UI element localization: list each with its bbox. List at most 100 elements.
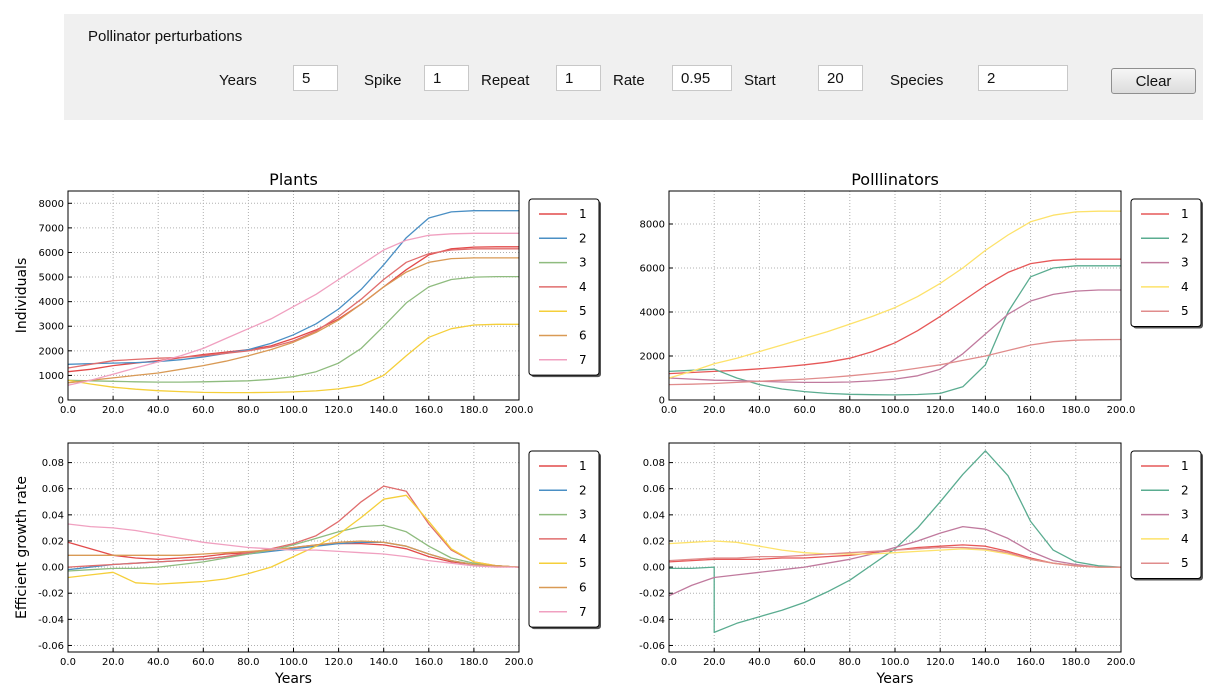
x-tick-label: 20.0 bbox=[703, 405, 725, 416]
x-tick-label: 160.0 bbox=[414, 405, 443, 416]
species-input[interactable] bbox=[978, 65, 1068, 91]
repeat-label: Repeat bbox=[481, 72, 530, 89]
series-line-3 bbox=[67, 524, 520, 572]
y-tick-label: 4000 bbox=[640, 308, 665, 319]
years-input[interactable] bbox=[293, 65, 338, 91]
legend-label: 5 bbox=[579, 556, 587, 570]
y-tick-label: 0.04 bbox=[643, 510, 665, 521]
y-tick-label: 0.06 bbox=[42, 484, 64, 495]
x-tick-label: 60.0 bbox=[192, 405, 214, 416]
series-line-1 bbox=[668, 258, 1121, 375]
legend-label: 1 bbox=[1181, 459, 1189, 473]
legend-label: 4 bbox=[1181, 532, 1189, 546]
x-tick-label: 0.0 bbox=[661, 405, 677, 416]
series-line-7 bbox=[67, 523, 519, 568]
y-axis-label: Individuals bbox=[14, 258, 30, 333]
x-tick-label: 200.0 bbox=[1107, 657, 1136, 668]
y-axis-label: Efficient growth rate bbox=[14, 476, 30, 619]
x-tick-label: 160.0 bbox=[1016, 405, 1045, 416]
repeat-input[interactable] bbox=[556, 65, 601, 91]
legend-label: 3 bbox=[579, 256, 587, 270]
x-tick-label: 40.0 bbox=[748, 405, 770, 416]
series-line-4 bbox=[67, 248, 519, 369]
x-tick-label: 120.0 bbox=[324, 405, 353, 416]
x-tick-label: 80.0 bbox=[237, 657, 259, 668]
rate-input[interactable] bbox=[672, 65, 732, 91]
x-tick-label: 160.0 bbox=[414, 657, 443, 668]
plot-frame bbox=[668, 442, 1122, 653]
legend: 1 2 3 4 5 bbox=[1130, 450, 1203, 581]
x-tick-label: 200.0 bbox=[505, 657, 534, 668]
y-tick-label: 8000 bbox=[39, 199, 64, 210]
y-tick-label: 0 bbox=[58, 396, 64, 407]
x-tick-label: 140.0 bbox=[971, 657, 1000, 668]
legend-label: 3 bbox=[1181, 508, 1189, 522]
x-tick-label: 140.0 bbox=[369, 657, 398, 668]
legend-label: 2 bbox=[579, 483, 587, 497]
x-tick-label: 0.0 bbox=[60, 657, 76, 668]
start-input[interactable] bbox=[818, 65, 863, 91]
legend-label: 4 bbox=[1181, 280, 1189, 294]
x-tick-label: 40.0 bbox=[748, 657, 770, 668]
legend-label: 7 bbox=[579, 605, 587, 619]
x-tick-label: 0.0 bbox=[661, 657, 677, 668]
chart-4: 0.0 20.0 40.0 60.0 80.0 100.0 120.0 140.0 160.0 1… bbox=[639, 442, 1203, 687]
x-tick-label: 80.0 bbox=[237, 405, 259, 416]
legend: 1 2 3 4 5 bbox=[1130, 198, 1203, 329]
x-tick-label: 120.0 bbox=[926, 657, 955, 668]
x-axis-label: Years bbox=[876, 671, 914, 687]
y-tick-label: 0.04 bbox=[42, 510, 64, 521]
start-label: Start bbox=[744, 72, 776, 89]
legend-label: 6 bbox=[579, 329, 587, 343]
y-tick-label: 0.00 bbox=[643, 563, 665, 574]
y-tick-label: 0.00 bbox=[42, 563, 64, 574]
legend-label: 3 bbox=[579, 508, 587, 522]
y-tick-label: 4000 bbox=[39, 297, 64, 308]
y-tick-label: 3000 bbox=[39, 322, 64, 333]
spike-input[interactable] bbox=[424, 65, 469, 91]
x-tick-label: 180.0 bbox=[460, 405, 489, 416]
rate-label: Rate bbox=[613, 72, 645, 89]
x-tick-label: 60.0 bbox=[793, 657, 815, 668]
series-line-6 bbox=[68, 540, 520, 568]
x-tick-label: 100.0 bbox=[881, 405, 910, 416]
legend-label: 2 bbox=[1181, 483, 1189, 497]
perturbation-panel: Pollinator perturbations Years Spike Rep… bbox=[64, 14, 1203, 120]
legend-label: 5 bbox=[579, 304, 587, 318]
series-line-4 bbox=[67, 485, 520, 568]
y-tick-label: 0.08 bbox=[643, 458, 665, 469]
series-line-4 bbox=[668, 210, 1121, 379]
y-tick-label: 0.02 bbox=[42, 536, 64, 547]
legend-label: 1 bbox=[1181, 207, 1189, 221]
y-tick-label: 2000 bbox=[640, 352, 665, 363]
plot-frame bbox=[67, 442, 520, 653]
chart-title: Polllinators bbox=[851, 170, 939, 189]
series-line-3 bbox=[668, 289, 1121, 384]
x-tick-label: 60.0 bbox=[192, 657, 214, 668]
series-line-3 bbox=[67, 275, 519, 383]
x-tick-label: 60.0 bbox=[793, 405, 815, 416]
clear-button[interactable]: Clear bbox=[1111, 68, 1196, 94]
legend-label: 2 bbox=[1181, 231, 1189, 245]
chart-3: 0.0 20.0 40.0 60.0 80.0 100.0 120.0 140.0 160.0 1… bbox=[14, 442, 601, 687]
series-line-7 bbox=[67, 232, 519, 386]
legend-label: 5 bbox=[1181, 304, 1189, 318]
x-tick-label: 40.0 bbox=[147, 405, 169, 416]
x-tick-label: 140.0 bbox=[369, 405, 398, 416]
x-tick-label: 180.0 bbox=[460, 657, 489, 668]
x-tick-label: 200.0 bbox=[1107, 405, 1136, 416]
legend-label: 5 bbox=[1181, 556, 1189, 570]
legend-label: 6 bbox=[579, 581, 587, 595]
series-line-5 bbox=[668, 546, 1121, 568]
legend-label: 4 bbox=[579, 280, 587, 294]
series-line-6 bbox=[67, 257, 519, 384]
plot-frame bbox=[668, 190, 1122, 401]
species-label: Species bbox=[890, 72, 944, 89]
legend: 1 2 3 4 5 6 7 bbox=[528, 198, 601, 378]
y-tick-label: 1000 bbox=[39, 371, 64, 382]
plot-frame bbox=[67, 190, 520, 401]
series-line-5 bbox=[668, 338, 1122, 386]
y-tick-label: 6000 bbox=[39, 248, 64, 259]
x-tick-label: 100.0 bbox=[279, 405, 308, 416]
